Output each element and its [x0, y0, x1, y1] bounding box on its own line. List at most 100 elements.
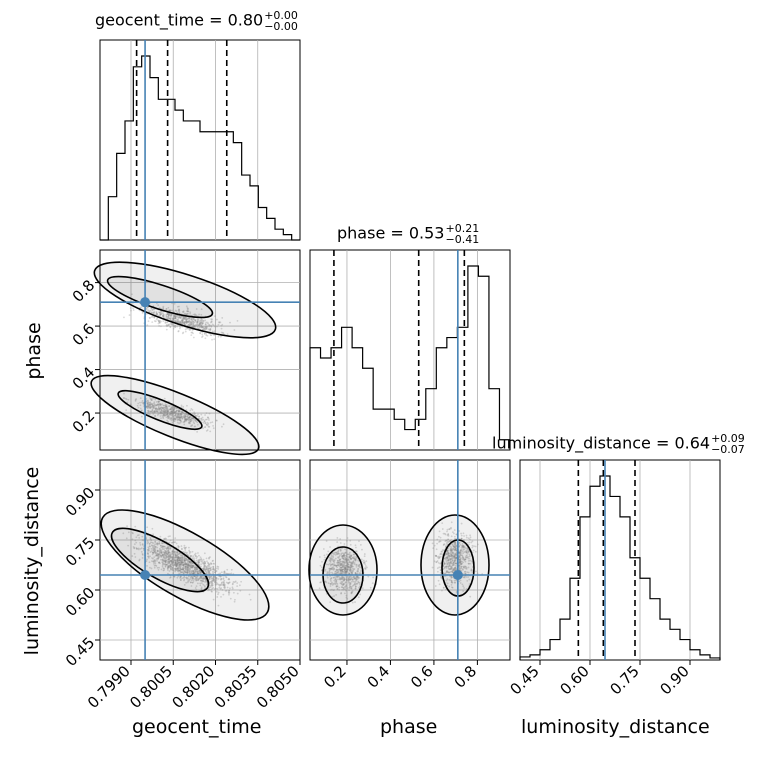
phase-geocent-sample: [186, 310, 189, 313]
phase-geocent-sample: [172, 412, 175, 415]
ld-geocent-sample: [174, 564, 177, 567]
phase-geocent-sample: [152, 407, 155, 409]
phase-geocent-sample: [199, 321, 202, 324]
phase-geocent-sample: [174, 324, 177, 327]
phase-geocent-sample: [189, 321, 192, 324]
phase-geocent-sample: [203, 327, 206, 330]
phase-geocent-sample: [154, 398, 157, 401]
phase-geocent-sample: [166, 417, 169, 419]
phase-geocent-sample: [168, 408, 170, 411]
phase-geocent-sample: [174, 316, 177, 318]
ld-geocent-sample: [167, 565, 170, 568]
phase-geocent-sample: [183, 420, 186, 423]
phase-geocent-sample: [149, 398, 152, 401]
phase-geocent-sample: [182, 318, 184, 320]
phase-geocent-sample: [167, 316, 170, 319]
phase-geocent-sample: [179, 322, 182, 325]
phase-geocent-sample: [178, 327, 181, 330]
phase-geocent-sample: [178, 416, 181, 419]
phase-geocent-sample: [181, 310, 184, 313]
ld-geocent-sample: [191, 581, 194, 584]
phase-geocent-sample: [185, 318, 188, 321]
phase-geocent-sample: [170, 313, 173, 316]
phase-geocent-sample: [152, 413, 155, 415]
phase-geocent-sample: [188, 323, 191, 326]
phase-geocent-sample: [165, 409, 168, 411]
phase-geocent-sample: [146, 306, 149, 309]
phase-geocent-sample: [149, 407, 152, 409]
phase-geocent-sample: [165, 405, 168, 408]
phase-geocent-sample: [209, 321, 212, 324]
phase-geocent-sample: [176, 305, 179, 308]
phase-geocent-sample: [185, 320, 188, 323]
ld-geocent-sample: [165, 552, 168, 555]
phase-geocent-sample: [155, 404, 158, 407]
phase-geocent-sample: [216, 325, 218, 328]
phase-geocent-sample: [220, 331, 223, 334]
phase-geocent-sample: [197, 325, 200, 328]
phase-geocent-sample: [156, 414, 159, 416]
ld-geocent-sample: [205, 579, 207, 582]
phase-geocent-sample: [187, 413, 189, 416]
phase-geocent-sample: [168, 313, 171, 315]
ld-geocent-sample: [182, 572, 185, 575]
phase-geocent-sample: [177, 410, 180, 412]
phase-geocent-sample: [126, 401, 129, 404]
ld-geocent-sample: [215, 578, 218, 580]
phase-geocent-sample: [160, 410, 163, 413]
phase-geocent-sample: [165, 314, 167, 316]
phase-geocent-sample: [200, 313, 203, 316]
phase-geocent-sample: [167, 306, 170, 309]
phase-geocent-sample: [166, 412, 169, 415]
phase-geocent-sample: [210, 318, 213, 321]
phase-geocent-sample: [166, 410, 169, 412]
phase-geocent-sample: [181, 417, 184, 420]
ld-geocent-sample: [208, 576, 211, 579]
ld-geocent-sample: [173, 551, 175, 553]
phase-geocent-sample: [134, 400, 137, 402]
ld-geocent-sample: [163, 559, 166, 562]
phase-geocent-sample: [204, 323, 207, 326]
phase-geocent-sample: [165, 315, 168, 318]
phase-geocent-sample: [179, 416, 182, 419]
phase-geocent-sample: [160, 409, 163, 411]
phase-geocent-sample: [178, 414, 181, 416]
phase-geocent-sample: [184, 415, 187, 417]
phase-geocent-sample: [159, 404, 162, 406]
ld-geocent-sample: [183, 576, 186, 579]
phase-geocent-sample: [178, 416, 181, 419]
ld-geocent-sample: [223, 583, 226, 586]
phase-geocent-sample: [157, 411, 159, 414]
phase-geocent-sample: [189, 409, 192, 412]
phase-geocent-sample: [173, 315, 176, 318]
phase-geocent-sample: [180, 319, 183, 322]
ld-geocent-sample: [172, 541, 175, 544]
phase-geocent-sample: [180, 404, 183, 407]
phase-geocent-sample: [202, 319, 205, 322]
ld-geocent-sample: [189, 565, 192, 568]
phase-geocent-sample: [162, 404, 165, 407]
phase-geocent-sample: [173, 420, 176, 423]
phase-geocent-sample: [189, 322, 192, 324]
phase-geocent-sample: [155, 410, 158, 412]
ld-geocent-sample: [166, 562, 169, 565]
phase-geocent-sample: [206, 421, 209, 424]
phase-geocent-sample: [147, 405, 150, 407]
phase-geocent-sample: [203, 426, 206, 429]
phase-geocent-sample: [186, 404, 188, 407]
ld-geocent-sample: [217, 568, 220, 570]
phase-geocent-sample: [188, 322, 191, 324]
ld-geocent-sample: [191, 562, 194, 565]
phase-geocent-sample: [193, 411, 196, 414]
panel-ld-vs-geocent: [99, 459, 301, 661]
ld-geocent-sample: [187, 560, 190, 563]
ld-geocent-sample: [133, 543, 136, 546]
phase-geocent-sample: [184, 418, 187, 421]
phase-geocent-sample: [152, 311, 155, 314]
ld-geocent-sample: [239, 589, 242, 592]
phase-geocent-sample: [153, 311, 156, 313]
phase-geocent-sample: [174, 315, 176, 318]
phase-geocent-sample: [165, 323, 168, 326]
phase-geocent-sample: [211, 330, 214, 333]
phase-geocent-sample: [159, 403, 162, 406]
